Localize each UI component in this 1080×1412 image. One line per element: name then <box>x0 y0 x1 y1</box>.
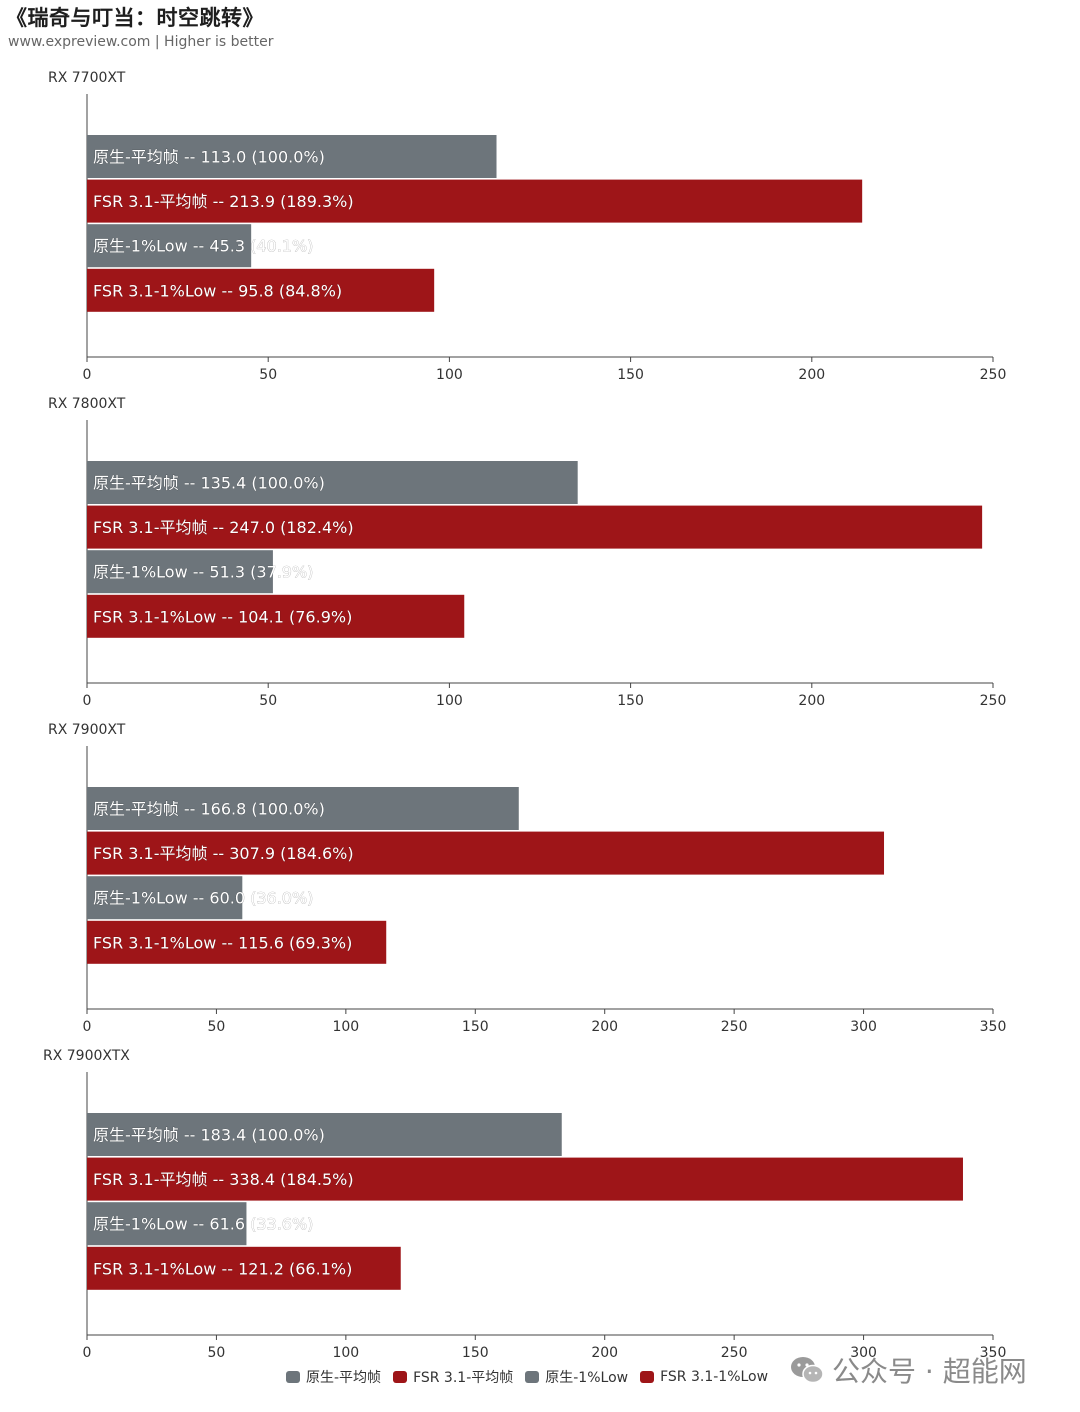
legend-item-fsr-low[interactable]: FSR 3.1-1%Low <box>640 1369 768 1385</box>
legend-label: 原生-1%Low <box>545 1370 629 1386</box>
bar <box>87 268 435 312</box>
legend-item-native-low[interactable]: 原生-1%Low <box>525 1367 628 1387</box>
x-tick-label: 50 <box>259 367 277 383</box>
x-tick-label: 100 <box>436 367 463 383</box>
bar-data-label: FSR 3.1-平均帧 -- 247.0 (182.4%) <box>93 518 354 537</box>
bar <box>87 876 243 920</box>
x-tick-label: 100 <box>436 693 463 709</box>
x-tick-label: 0 <box>83 1019 92 1035</box>
legend: 原生-平均帧 FSR 3.1-平均帧 原生-1%Low FSR 3.1-1%Lo… <box>286 1367 768 1387</box>
x-tick-label: 350 <box>980 1345 1007 1361</box>
legend-label: FSR 3.1-平均帧 <box>413 1370 514 1386</box>
x-tick-label: 200 <box>591 1345 618 1361</box>
x-tick-label: 300 <box>850 1345 877 1361</box>
bar-data-label: 原生-平均帧 -- 183.4 (100.0%) <box>93 1126 325 1145</box>
x-tick-label: 200 <box>798 693 825 709</box>
x-tick-label: 0 <box>83 367 92 383</box>
bar-data-label: 原生-1%Low -- 45.3 (40.1%) <box>93 237 313 256</box>
legend-item-fsr-avg[interactable]: FSR 3.1-平均帧 <box>393 1367 513 1387</box>
panel-title: RX 7700XT <box>48 70 126 86</box>
x-tick-label: 250 <box>721 1019 748 1035</box>
bar-data-label: FSR 3.1-1%Low -- 121.2 (66.1%) <box>93 1259 352 1278</box>
bar <box>87 1202 247 1246</box>
x-tick-label: 250 <box>721 1345 748 1361</box>
bar-panel: RX 7800XT 0 50 100 150 200 250 原生-平均帧 -- 135.4 … <box>48 396 1006 709</box>
legend-swatch <box>393 1371 408 1383</box>
x-tick-label: 250 <box>980 693 1007 709</box>
legend-label: 原生-平均帧 <box>306 1370 382 1386</box>
x-tick-label: 150 <box>617 367 644 383</box>
bar-data-label: FSR 3.1-平均帧 -- 213.9 (189.3%) <box>93 192 354 211</box>
x-tick-label: 50 <box>208 1345 226 1361</box>
wechat-icon <box>791 1357 824 1384</box>
x-tick-label: 200 <box>798 367 825 383</box>
panel-title: RX 7800XT <box>48 396 126 412</box>
watermark-text: 公众号 · 超能网 <box>832 1355 1027 1388</box>
bar <box>87 550 273 594</box>
chart-title: 《瑞奇与叮当：时空跳转》 <box>6 6 264 30</box>
bar-data-label: FSR 3.1-1%Low -- 104.1 (76.9%) <box>93 607 352 626</box>
bar-data-label: FSR 3.1-平均帧 -- 338.4 (184.5%) <box>93 1170 354 1189</box>
x-tick-label: 100 <box>332 1345 359 1361</box>
x-tick-label: 200 <box>591 1019 618 1035</box>
panel-title: RX 7900XTX <box>43 1048 130 1064</box>
x-tick-label: 300 <box>850 1019 877 1035</box>
bar <box>87 920 387 964</box>
legend-label: FSR 3.1-1%Low <box>660 1369 769 1385</box>
bar <box>87 1157 963 1201</box>
bar-panel: RX 7700XT 0 50 100 150 200 250 原生-平均帧 -- 113.0 … <box>48 70 1006 383</box>
bar-data-label: FSR 3.1-平均帧 -- 307.9 (184.6%) <box>93 844 354 863</box>
x-tick-label: 250 <box>980 367 1007 383</box>
legend-item-native-avg[interactable]: 原生-平均帧 <box>286 1367 381 1387</box>
bar <box>87 505 983 549</box>
x-tick-label: 50 <box>208 1019 226 1035</box>
bar-data-label: FSR 3.1-1%Low -- 95.8 (84.8%) <box>93 281 342 300</box>
x-tick-label: 350 <box>980 1019 1007 1035</box>
bar-data-label: 原生-平均帧 -- 166.8 (100.0%) <box>93 800 325 819</box>
bar <box>87 461 578 504</box>
watermark: 公众号 · 超能网 <box>790 1350 1027 1390</box>
bar-data-label: FSR 3.1-1%Low -- 115.6 (69.3%) <box>93 933 352 952</box>
bar-data-label: 原生-1%Low -- 60.0 (36.0%) <box>93 889 313 908</box>
legend-swatch <box>525 1371 540 1383</box>
x-tick-label: 0 <box>83 1345 92 1361</box>
bar <box>87 179 863 223</box>
bar <box>87 1246 401 1290</box>
bar <box>87 1113 562 1156</box>
bar-data-label: 原生-平均帧 -- 135.4 (100.0%) <box>93 474 325 493</box>
x-tick-label: 100 <box>332 1019 359 1035</box>
x-tick-label: 150 <box>462 1019 489 1035</box>
x-tick-label: 150 <box>617 693 644 709</box>
bar <box>87 831 885 875</box>
legend-swatch <box>286 1371 300 1383</box>
chart-subtitle: www.expreview.com | Higher is better <box>8 34 274 50</box>
bar <box>87 224 252 268</box>
legend-swatch <box>640 1371 655 1383</box>
bar <box>87 135 497 178</box>
x-tick-label: 150 <box>462 1345 489 1361</box>
bar-data-label: 原生-平均帧 -- 113.0 (100.0%) <box>93 148 325 167</box>
bar <box>87 594 465 638</box>
panel-title: RX 7900XT <box>48 722 126 738</box>
bar <box>87 787 519 830</box>
bar-panel: RX 7900XTX 0 50 100 150 200 250 300 350 原生-平均帧 --… <box>43 1048 1006 1361</box>
bar-data-label: 原生-1%Low -- 61.6 (33.6%) <box>93 1215 313 1234</box>
x-tick-label: 0 <box>83 693 92 709</box>
bar-data-label: 原生-1%Low -- 51.3 (37.9%) <box>93 563 313 582</box>
bar-panel: RX 7900XT 0 50 100 150 200 250 300 350 原生-平均帧 -- … <box>48 722 1006 1035</box>
charts-area: RX 7700XT 0 50 100 150 200 250 原生-平均帧 -- 113.0 … <box>43 70 1006 1361</box>
x-tick-label: 50 <box>259 693 277 709</box>
